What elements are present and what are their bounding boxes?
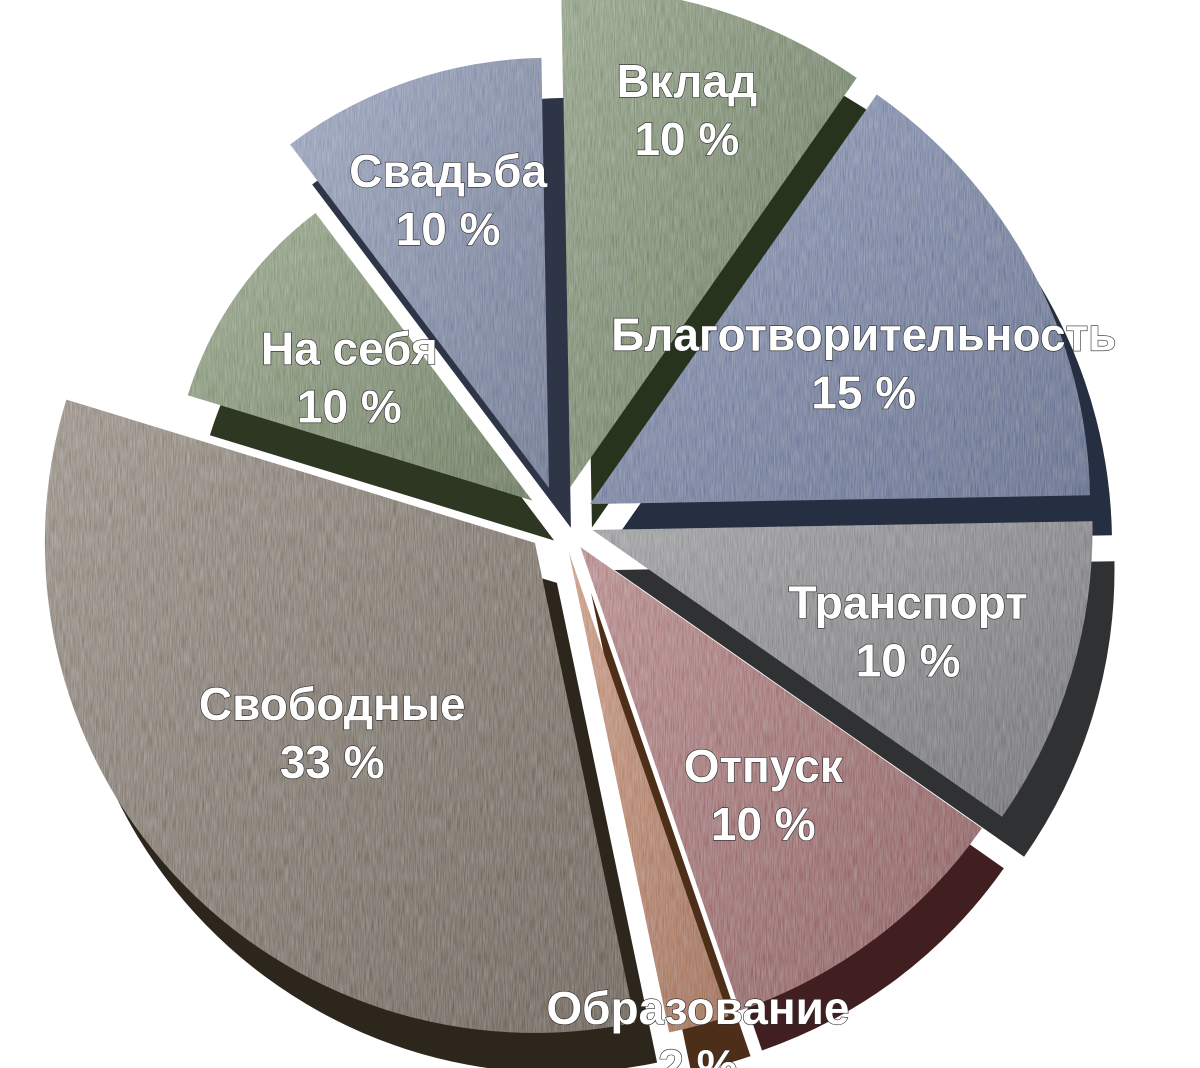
pie-slice-7 [187,212,555,541]
pie-slice-6 [44,399,658,1068]
pie-slice-3 [592,521,1115,857]
slice-value-2: 15 % [811,367,916,419]
slice-label-7: На себя [261,322,438,374]
slice-value-6: 33 % [280,736,385,788]
slice-value-5: 2 % [658,1040,737,1068]
slice-value-3: 10 % [856,634,961,686]
slice-value-7: 10 % [297,380,402,432]
pie-slice-gloss-1 [561,0,857,488]
slice-value-1: 10 % [634,113,739,165]
labels-layer: Вклад 10 % Благотворительность 15 % Транспор… [198,54,1117,1068]
pie-slice-2 [590,94,1112,545]
pie-slice-gloss-6 [44,399,636,1033]
slice-label-8: Свадьба [349,145,547,197]
pie-slice-gloss-7 [187,212,533,501]
slice-label-5: Образование [546,982,849,1034]
pie-slice-side-5 [591,592,751,1068]
pie-slice-8 [290,57,571,528]
pie-slice-gloss-2 [590,94,1090,505]
slices-layer [44,0,1115,1068]
slice-value-4: 10 % [711,798,816,850]
slice-value-8: 10 % [396,203,501,255]
pie-slice-4 [580,547,1004,1051]
pie-slice-5 [569,552,751,1068]
pie-slice-gloss-4 [580,547,982,1011]
pie-slice-1 [561,0,879,528]
slice-label-6: Свободные [199,678,466,730]
pie-slice-gloss-8 [290,57,549,488]
pie-slice-gloss-5 [569,552,729,1033]
slice-label-3: Транспорт [788,576,1027,628]
slice-label-1: Вклад [616,55,757,107]
pie-slice-gloss-3 [592,521,1093,817]
slice-label-2: Благотворительность [611,309,1116,361]
slice-label-4: Отпуск [684,740,844,792]
